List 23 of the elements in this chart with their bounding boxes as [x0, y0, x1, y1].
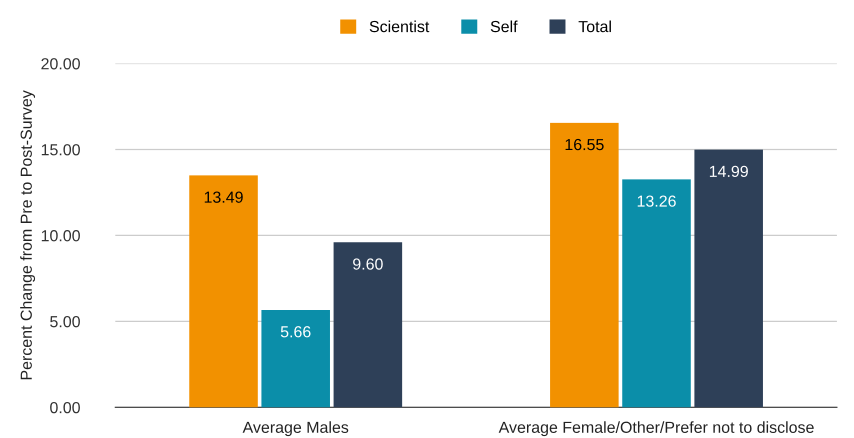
- data-label: 13.49: [204, 192, 243, 203]
- y-axis-title: Percent Change from Pre to Post-Survey: [20, 90, 36, 380]
- bar: [334, 242, 402, 408]
- y-tick-label: 20.00: [41, 58, 80, 70]
- data-label: 16.55: [566, 138, 604, 150]
- x-tick-label: Average Males: [242, 421, 348, 436]
- x-tick-label: Average Female/Other/Prefer not to disclose: [498, 421, 814, 436]
- data-label: 14.99: [710, 166, 748, 178]
- y-tick-label: 15.00: [42, 144, 80, 156]
- data-label: 5.66: [280, 326, 311, 338]
- y-tick-label: 5.00: [50, 316, 80, 328]
- data-label: 9.60: [353, 258, 383, 270]
- bar: [189, 175, 258, 408]
- legend-label: Total: [578, 20, 611, 32]
- y-tick-label: 10.00: [42, 230, 80, 242]
- bar: [622, 179, 691, 408]
- bar: [261, 310, 330, 408]
- y-tick-label: 0.00: [50, 402, 80, 414]
- data-label: 13.26: [638, 195, 676, 207]
- legend-label: Self: [490, 20, 518, 32]
- bar: [550, 122, 619, 408]
- bar: [694, 150, 763, 408]
- legend-label: Scientist: [370, 20, 430, 32]
